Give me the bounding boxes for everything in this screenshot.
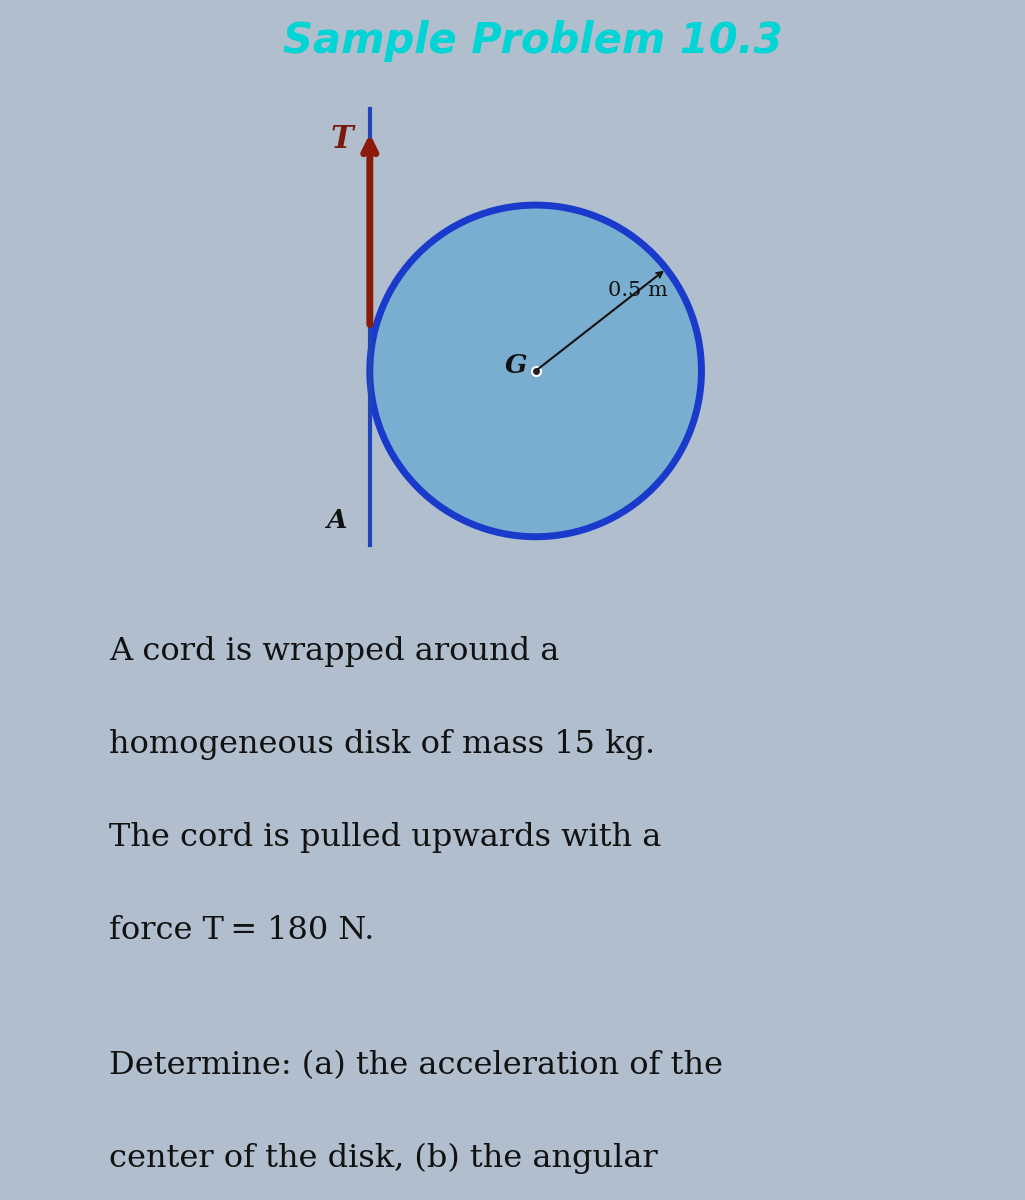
Circle shape [370, 205, 701, 536]
Text: The cord is pulled upwards with a: The cord is pulled upwards with a [109, 822, 661, 853]
Text: A: A [326, 508, 346, 533]
Text: A cord is wrapped around a: A cord is wrapped around a [109, 636, 560, 667]
Text: center of the disk, (b) the angular: center of the disk, (b) the angular [109, 1142, 658, 1175]
Text: homogeneous disk of mass 15 kg.: homogeneous disk of mass 15 kg. [109, 730, 655, 760]
Text: G: G [505, 353, 528, 378]
Text: T: T [330, 125, 354, 155]
Text: Determine: (a) the acceleration of the: Determine: (a) the acceleration of the [109, 1050, 723, 1081]
Text: 0.5 m: 0.5 m [608, 281, 668, 300]
Text: force T = 180 N.: force T = 180 N. [109, 914, 374, 946]
Text: Sample Problem 10.3: Sample Problem 10.3 [283, 20, 783, 62]
